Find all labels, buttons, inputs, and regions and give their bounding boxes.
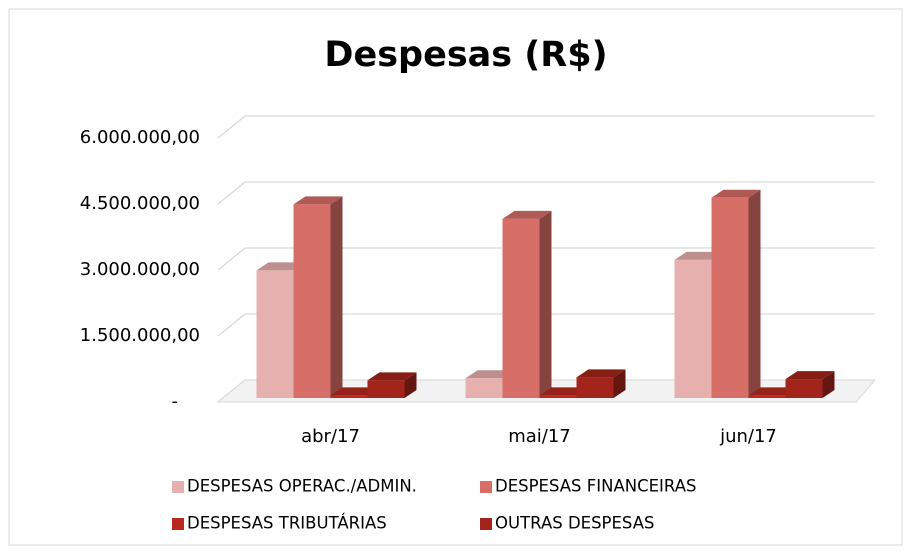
bar bbox=[748, 395, 786, 398]
chart-title: Despesas (R$) bbox=[324, 35, 607, 75]
grid-line bbox=[217, 181, 875, 205]
legend-label: OUTRAS DESPESAS bbox=[495, 514, 654, 533]
legend-label: DESPESAS TRIBUTÁRIAS bbox=[187, 514, 387, 533]
bar bbox=[576, 377, 614, 398]
bar-side bbox=[539, 210, 552, 398]
bar-top bbox=[576, 369, 626, 378]
bar bbox=[502, 218, 540, 398]
bar-top bbox=[785, 371, 835, 380]
bar-top bbox=[711, 189, 761, 198]
bar bbox=[256, 270, 294, 398]
bar bbox=[367, 380, 405, 398]
y-tick-label: - bbox=[172, 391, 179, 412]
x-tick-label: mai/17 bbox=[508, 426, 571, 447]
bar-top bbox=[539, 387, 589, 396]
x-tick-label: jun/17 bbox=[719, 426, 777, 447]
bar-top bbox=[256, 262, 306, 271]
legend-swatch bbox=[480, 518, 492, 530]
bar-side bbox=[404, 372, 417, 398]
bar-top bbox=[293, 196, 343, 205]
y-tick-label: 1.500.000,00 bbox=[80, 325, 200, 346]
bar bbox=[330, 395, 368, 398]
bar bbox=[539, 395, 577, 398]
bar-side bbox=[748, 189, 761, 398]
bar-side bbox=[613, 369, 626, 398]
bar-side bbox=[822, 371, 835, 398]
bar-top bbox=[502, 210, 552, 219]
bar bbox=[293, 204, 331, 398]
bar-top bbox=[674, 251, 724, 260]
x-tick-label: abr/17 bbox=[301, 426, 360, 447]
legend-swatch bbox=[172, 481, 184, 493]
bar bbox=[465, 378, 503, 398]
bar-top bbox=[330, 387, 380, 396]
bar bbox=[674, 259, 712, 398]
legend-swatch bbox=[172, 518, 184, 530]
y-tick-label: 3.000.000,00 bbox=[80, 259, 200, 280]
bar bbox=[711, 197, 749, 398]
bar-top bbox=[748, 387, 798, 396]
bar bbox=[785, 379, 823, 398]
legend-swatch bbox=[480, 481, 492, 493]
legend-label: DESPESAS FINANCEIRAS bbox=[495, 477, 696, 496]
legend-label: DESPESAS OPERAC./ADMIN. bbox=[187, 477, 417, 496]
grid-line bbox=[217, 247, 875, 271]
y-tick-label: 6.000.000,00 bbox=[80, 127, 200, 148]
grid-line bbox=[217, 115, 875, 139]
y-tick-label: 4.500.000,00 bbox=[80, 193, 200, 214]
bar-top bbox=[465, 370, 515, 379]
grid-line bbox=[217, 313, 875, 337]
bar-top bbox=[367, 372, 417, 381]
bar-side bbox=[330, 196, 343, 398]
